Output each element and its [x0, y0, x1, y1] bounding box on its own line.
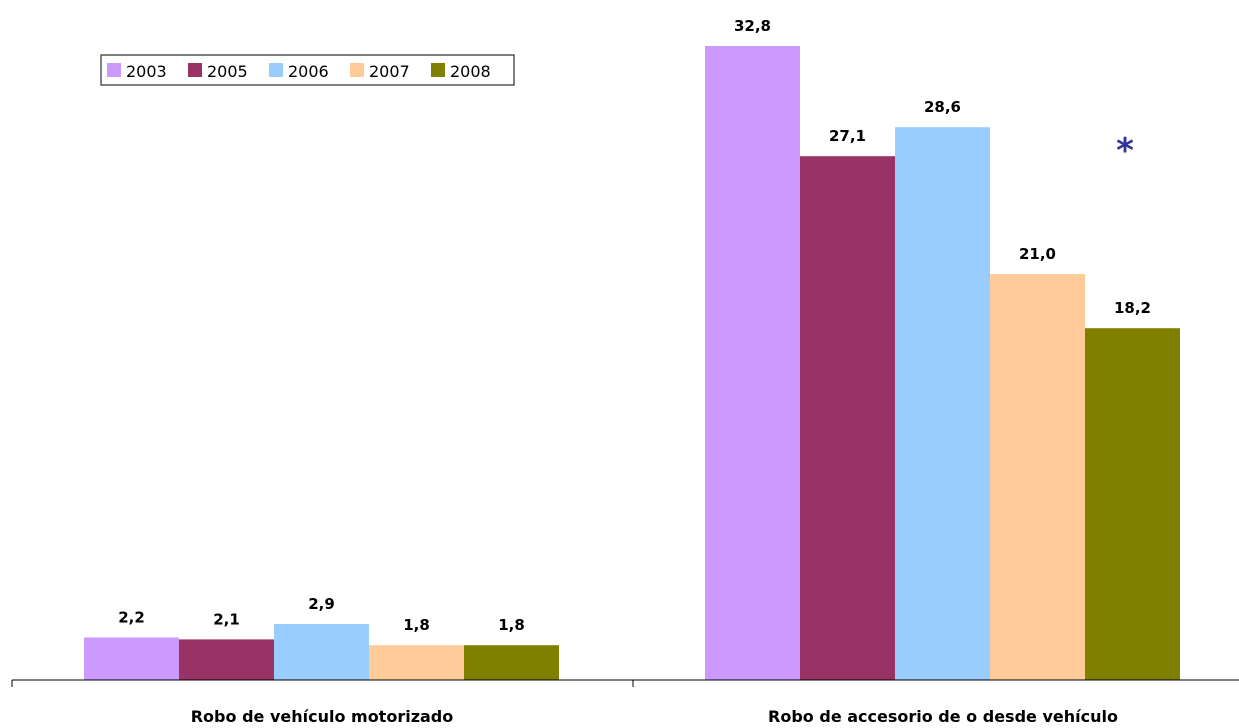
- x-axis: Robo de vehículo motorizado Robo de acces…: [11, 679, 1239, 726]
- data-label-2006-cat-2: 28,6: [924, 98, 961, 116]
- bars-group: 2,2 32,8 2,1 27,1 2,9 28,6 1,8 21,0 1,8 18,2 *: [84, 17, 1180, 681]
- bar-2008-cat-2: [1085, 328, 1180, 680]
- bar-2006-cat-1: [274, 623, 369, 680]
- bar-2003-cat-2: [705, 46, 800, 680]
- data-label-2007-cat-1: 1,8: [403, 616, 430, 634]
- category-label-1: Robo de vehículo motorizado: [191, 707, 454, 726]
- legend-swatch-2003: [107, 63, 121, 77]
- data-label-2005-cat-1: 2,1: [213, 610, 240, 628]
- legend-label-2005: 2005: [207, 62, 248, 81]
- data-label-2008-cat-2: 18,2: [1114, 299, 1151, 317]
- legend-swatch-2005: [188, 63, 202, 77]
- data-label-2008-cat-1: 1,8: [498, 616, 525, 634]
- legend: 2003 2005 2006 2007 2008: [100, 54, 515, 86]
- legend-box: [100, 54, 515, 86]
- asterisk-annotation: *: [1116, 131, 1134, 171]
- data-label-2005-cat-2: 27,1: [829, 127, 866, 145]
- legend-label-2008: 2008: [450, 62, 491, 81]
- bar-2003-cat-1: [84, 637, 179, 680]
- legend-swatch-2006: [269, 63, 283, 77]
- legend-swatch-2007: [350, 63, 364, 77]
- bar-2007-cat-1: [369, 645, 464, 680]
- data-label-2003-cat-1: 2,2: [118, 608, 145, 626]
- bar-2007-cat-2: [990, 274, 1085, 680]
- legend-label-2003: 2003: [126, 62, 167, 81]
- data-label-2007-cat-2: 21,0: [1019, 245, 1056, 263]
- bar-2008-cat-1: [464, 645, 559, 680]
- data-label-2003-cat-2: 32,8: [734, 17, 771, 35]
- legend-label-2007: 2007: [369, 62, 410, 81]
- bar-2005-cat-1: [179, 639, 274, 680]
- legend-label-2006: 2006: [288, 62, 329, 81]
- legend-swatch-2008: [431, 63, 445, 77]
- bar-2006-cat-2: [895, 127, 990, 681]
- bar-2005-cat-2: [800, 156, 895, 681]
- data-label-2006-cat-1: 2,9: [308, 595, 335, 613]
- category-label-2: Robo de accesorio de o desde vehículo: [768, 707, 1118, 726]
